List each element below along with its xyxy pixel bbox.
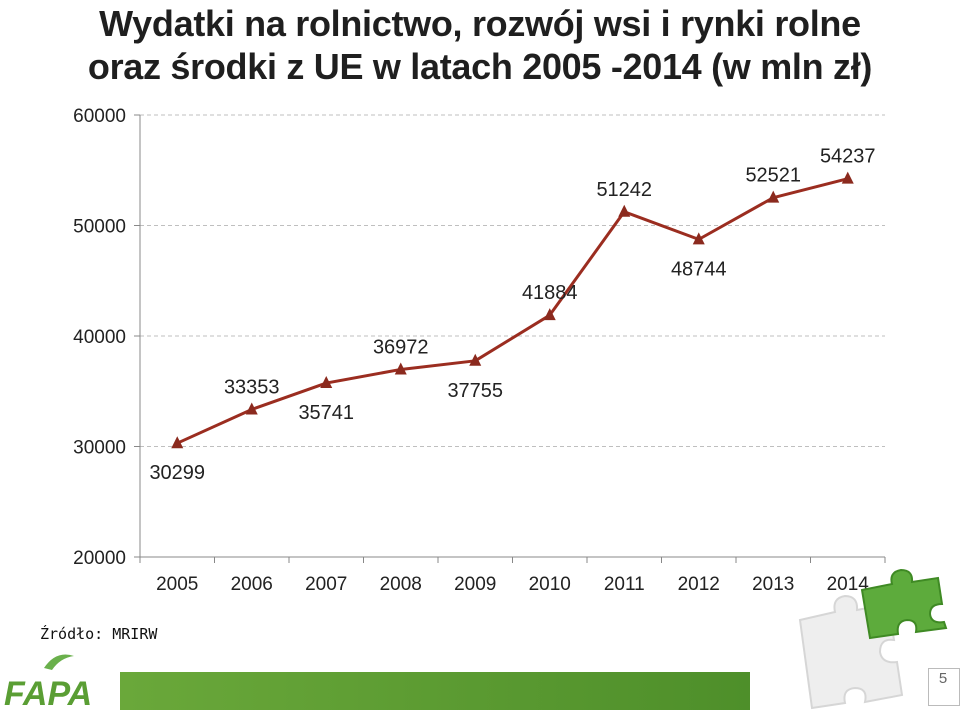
x-tick-label: 2005 — [156, 574, 198, 595]
x-tick-label: 2012 — [678, 574, 720, 595]
data-series — [171, 171, 854, 449]
data-point-marker — [543, 308, 556, 321]
data-point-marker — [692, 232, 705, 245]
y-tick-label: 40000 — [73, 327, 126, 348]
y-tick-label: 20000 — [73, 548, 126, 569]
data-point-marker — [245, 402, 258, 415]
x-tick-label: 2008 — [380, 574, 422, 595]
data-point-marker — [841, 171, 854, 184]
data-label: 41884 — [522, 282, 578, 304]
page-number: 5 — [938, 670, 948, 687]
fapa-logo-icon: FAPA — [0, 654, 120, 710]
x-tick-label: 2009 — [454, 574, 496, 595]
x-tick-labels: 2005 2006 2007 2008 2009 2010 2011 2012 2013 2014 — [156, 574, 869, 595]
x-tick-label: 2011 — [604, 574, 645, 595]
x-tick-label: 2010 — [529, 574, 571, 595]
title-line-1: Wydatki na rolnictwo, rozwój wsi i rynki… — [99, 3, 861, 44]
chart-title: Wydatki na rolnictwo, rozwój wsi i rynki… — [0, 2, 960, 88]
y-tick-label: 30000 — [73, 438, 126, 459]
gridlines — [140, 114, 885, 447]
axes — [134, 114, 886, 563]
data-label: 33353 — [224, 376, 280, 398]
footer-band — [120, 672, 750, 710]
puzzle-decoration-icon — [798, 568, 948, 710]
data-point-marker — [469, 353, 482, 366]
title-line-2: oraz środki z UE w latach 2005 -2014 (w … — [87, 46, 873, 87]
data-point-marker — [618, 204, 631, 217]
x-tick-label: 2006 — [231, 574, 273, 595]
source-note: Źródło: MRIRW — [40, 625, 158, 643]
y-tick-labels: 20000 30000 40000 50000 60000 — [73, 106, 126, 569]
x-tick-label: 2013 — [752, 574, 794, 595]
page-number-box — [928, 668, 960, 706]
data-label: 37755 — [447, 380, 503, 402]
y-tick-label: 60000 — [73, 106, 126, 127]
data-point-marker — [320, 376, 333, 389]
data-point-marker — [394, 362, 407, 375]
data-label: 52521 — [745, 165, 801, 187]
data-label: 51242 — [596, 179, 652, 201]
data-point-marker — [171, 436, 184, 449]
data-label: 35741 — [298, 402, 354, 424]
y-tick-label: 50000 — [73, 217, 126, 238]
data-labels: 30299 33353 35741 36972 37755 41884 51242 48744… — [149, 146, 875, 485]
data-label: 48744 — [671, 258, 727, 280]
x-tick-label: 2007 — [305, 574, 347, 595]
data-label: 30299 — [149, 462, 205, 484]
data-label: 36972 — [373, 336, 429, 358]
data-point-marker — [767, 190, 780, 203]
logo-text: FAPA — [4, 675, 92, 710]
series-line — [176, 177, 849, 445]
data-label: 54237 — [820, 146, 876, 168]
x-tick-label: 2014 — [827, 574, 870, 595]
